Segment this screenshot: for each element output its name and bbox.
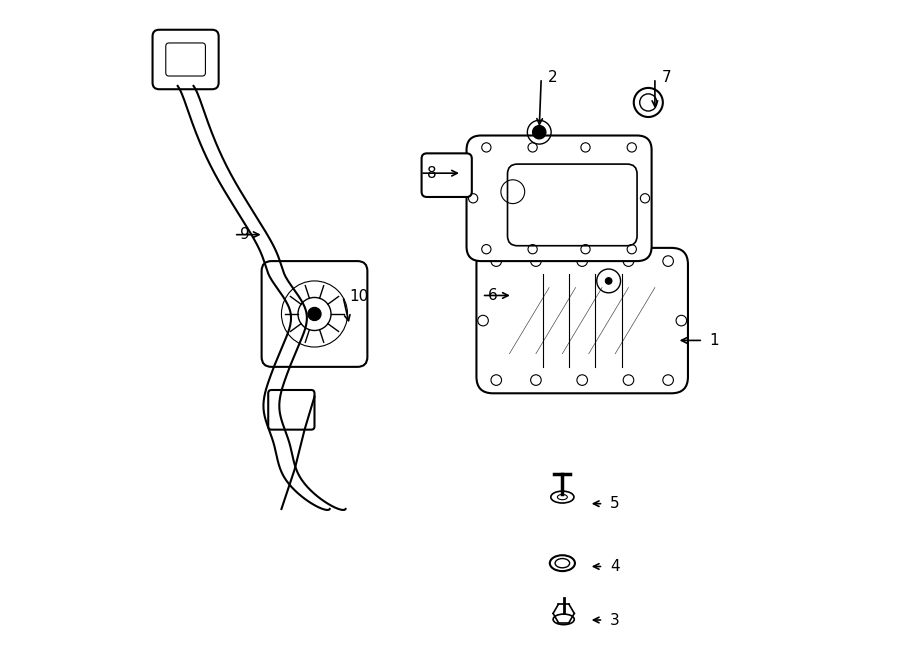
Text: 4: 4 (610, 559, 619, 574)
FancyBboxPatch shape (262, 261, 367, 367)
Text: 10: 10 (349, 289, 369, 303)
FancyBboxPatch shape (508, 164, 637, 246)
Circle shape (308, 307, 321, 321)
Text: 2: 2 (548, 71, 557, 85)
FancyBboxPatch shape (268, 390, 314, 430)
Text: 5: 5 (610, 496, 619, 511)
Text: 9: 9 (240, 227, 250, 242)
FancyBboxPatch shape (166, 43, 205, 76)
Text: 3: 3 (610, 613, 620, 627)
FancyBboxPatch shape (476, 248, 688, 393)
Text: 8: 8 (427, 166, 436, 180)
FancyBboxPatch shape (421, 153, 472, 197)
FancyBboxPatch shape (466, 136, 652, 261)
Text: 1: 1 (710, 333, 719, 348)
Circle shape (606, 278, 612, 284)
Text: 6: 6 (489, 288, 498, 303)
Circle shape (533, 126, 545, 139)
FancyBboxPatch shape (153, 30, 219, 89)
Text: 7: 7 (662, 71, 671, 85)
